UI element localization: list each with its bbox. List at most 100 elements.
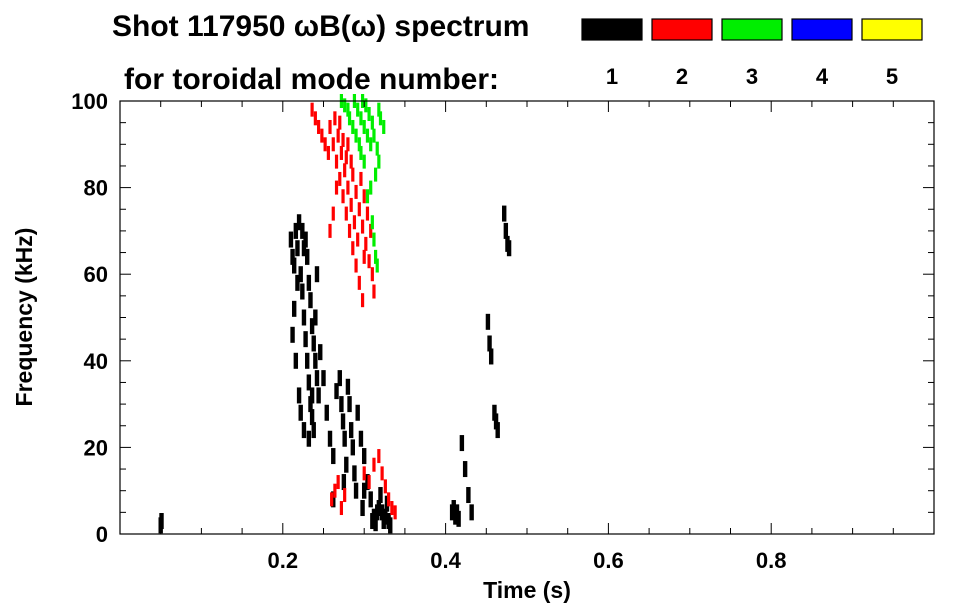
mode-1-point xyxy=(303,331,308,348)
mode-1-point xyxy=(355,404,360,421)
mode-2-point xyxy=(357,275,361,290)
mode-1-point xyxy=(308,292,313,309)
mode-3-point xyxy=(365,189,370,204)
mode-2-point xyxy=(343,163,347,178)
mode-3-point xyxy=(378,111,383,126)
mode-1-point xyxy=(321,370,326,387)
legend-swatch-2 xyxy=(651,18,713,41)
mode-1-point xyxy=(459,435,465,452)
mode-1-point xyxy=(495,422,500,439)
mode-2-point xyxy=(313,111,317,126)
mode-3-point xyxy=(377,102,381,117)
mode-1-point xyxy=(370,513,375,530)
mode-2-point xyxy=(377,449,381,464)
mode-1-point xyxy=(362,448,367,465)
mode-1-point xyxy=(451,500,456,517)
mode-2-point xyxy=(393,505,397,520)
mode-1-point xyxy=(358,430,364,447)
mode-2-point xyxy=(333,483,337,498)
mode-1-point xyxy=(344,456,349,473)
mode-1-point xyxy=(309,387,315,404)
mode-2-point xyxy=(365,206,370,221)
mode-2-point xyxy=(367,254,371,269)
mode-1-point xyxy=(309,318,315,335)
mode-2-point xyxy=(360,219,365,234)
mode-1-point xyxy=(306,430,312,447)
mode-3-point xyxy=(382,119,386,134)
mode-2-point xyxy=(357,202,361,217)
mode-2-point xyxy=(331,206,335,221)
mode-2-point xyxy=(362,189,366,204)
y-tick-label: 80 xyxy=(84,176,108,201)
mode-1-point xyxy=(306,274,312,291)
chart-title-line2: for toroidal mode number: xyxy=(124,63,499,96)
mode-3-point xyxy=(372,128,376,143)
mode-2-point xyxy=(334,154,339,169)
mode-2-point xyxy=(338,171,342,186)
y-tick-label: 40 xyxy=(84,349,108,374)
plot-marks xyxy=(158,94,512,534)
mode-3-point xyxy=(369,180,373,195)
mode-1-point xyxy=(293,352,299,369)
mode-2-point xyxy=(387,492,391,507)
mode-1-point xyxy=(503,222,509,239)
y-tick-label: 20 xyxy=(84,435,108,460)
plot-frame xyxy=(119,100,935,535)
ticks xyxy=(119,100,935,535)
mode-1-point xyxy=(331,491,336,508)
mode-1-point xyxy=(291,300,297,317)
mode-3-point xyxy=(354,128,358,143)
mode-1-point xyxy=(298,266,303,283)
mode-3-point xyxy=(359,145,363,160)
mode-1-point xyxy=(350,439,356,456)
mode-3-point xyxy=(346,102,350,117)
legend-label-2: 2 xyxy=(676,64,688,89)
mode-2-point xyxy=(346,137,350,152)
mode-2-point xyxy=(341,189,345,204)
mode-1-point xyxy=(487,335,492,352)
x-tick-label: 0.4 xyxy=(430,548,461,573)
mode-2-point xyxy=(326,145,330,160)
mode-1-point xyxy=(466,487,471,504)
mode-2-point xyxy=(369,223,373,238)
mode-1-point xyxy=(506,240,512,257)
mode-1-point xyxy=(305,248,310,265)
mode-3-point xyxy=(375,141,379,156)
mode-2-point xyxy=(328,223,332,238)
mode-2-point xyxy=(338,115,342,130)
mode-3-point xyxy=(365,128,370,143)
x-axis-label: Time (s) xyxy=(483,577,571,603)
mode-1-point xyxy=(502,205,507,222)
mode-1-point xyxy=(295,240,300,257)
mode-3-point xyxy=(370,115,374,130)
mode-1-point xyxy=(347,396,352,413)
mode-1-point xyxy=(362,482,367,499)
mode-1-point xyxy=(291,257,297,274)
mode-1-point xyxy=(301,422,307,439)
tick-labels: 0.2 0.4 0.6 0.8 0 20 40 60 80 100 xyxy=(71,89,786,573)
mode-1-point xyxy=(314,370,320,387)
mode-2-point xyxy=(359,171,363,186)
mode-3-point xyxy=(372,232,376,247)
mode-1-point xyxy=(352,465,357,482)
chart-title-line1: Shot 117950 ωB(ω) spectrum xyxy=(112,10,529,43)
mode-1-point xyxy=(313,352,318,369)
x-tick-label: 0.2 xyxy=(268,548,299,573)
mode-2-point xyxy=(339,501,344,516)
mode-2-point xyxy=(310,102,314,117)
mode-2-point xyxy=(390,501,394,516)
mode-2-point xyxy=(339,145,344,160)
mode-3-point xyxy=(373,249,378,264)
mode-1-point xyxy=(298,404,303,421)
mode-3-point xyxy=(377,154,381,169)
mode-1-point xyxy=(353,482,359,499)
mode-2-point xyxy=(352,215,357,230)
mode-2-point xyxy=(351,241,355,256)
legend-label-5: 5 xyxy=(886,64,898,89)
mode-1-point xyxy=(303,231,308,248)
mode-1-point xyxy=(360,500,365,517)
mode-3-point xyxy=(343,98,347,113)
mode-1-point xyxy=(159,513,164,530)
mode-2-point xyxy=(331,137,335,152)
